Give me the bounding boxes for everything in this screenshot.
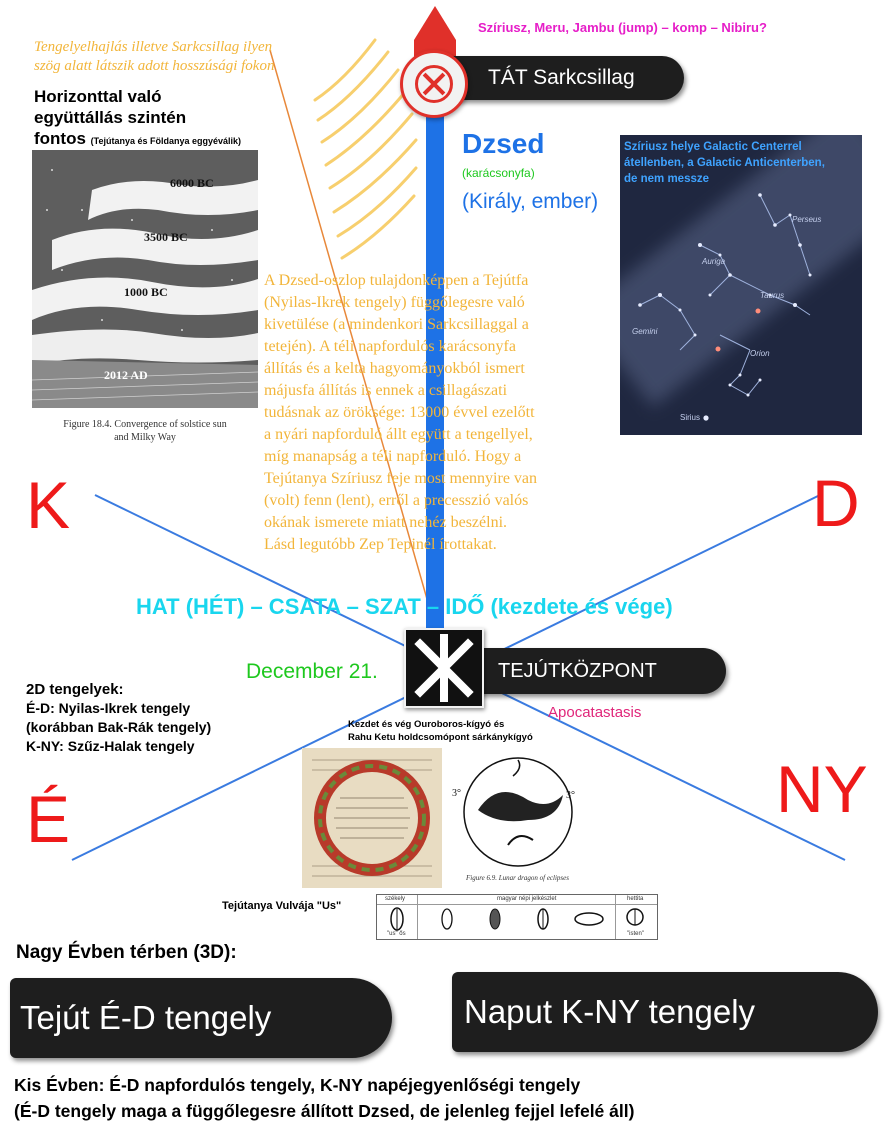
horizontal-note: Horizonttal való együttállás szintén fon… xyxy=(34,86,241,152)
axes-2d-title: 2D tengelyek: xyxy=(26,681,124,698)
main-text-line: (volt) fenn (lent), erről a precesszió v… xyxy=(264,492,529,509)
ouroboros-caption-line1: Kezdet és vég Ouroboros-kígyó és xyxy=(348,719,505,730)
dragon-caption: Figure 6.9. Lunar dragon of eclipses xyxy=(466,874,569,882)
label-2012ad: 2012 AD xyxy=(104,368,148,382)
axes-2d-line2: (korábban Bak-Rák tengely) xyxy=(26,719,212,735)
direction-ny: NY xyxy=(776,752,868,826)
label-6000bc: 6000 BC xyxy=(170,176,214,190)
main-text-line: okának ismerete miatt nehéz beszélni. xyxy=(264,514,508,531)
ray-arcs xyxy=(313,38,418,260)
direction-k: K xyxy=(26,468,71,542)
label-auriga: Auriga xyxy=(702,257,726,266)
label-1000bc: 1000 BC xyxy=(124,285,168,299)
dragon-deg-right: 3° xyxy=(566,790,575,801)
axes-2d: 2D tengelyek: É-D: Nyilas-Ikrek tengely … xyxy=(26,680,211,756)
vulva-col1: székely xyxy=(385,896,406,902)
main-text-line: (Nyilas-Ikrek tengely) függőlegesre való xyxy=(264,294,525,311)
sirius-caption-line2: átellenben, a Galactic Anticenterben, xyxy=(624,157,825,169)
dzsed-title: Dzsed xyxy=(462,128,545,159)
center-label: TEJÚTKÖZPONT xyxy=(498,659,657,682)
axes-2d-line1: É-D: Nyilas-Ikrek tengely xyxy=(26,700,191,716)
label-taurus: Taurus xyxy=(760,291,785,300)
dragon-image: 3° 3° xyxy=(448,750,588,880)
label-orion: Orion xyxy=(750,349,770,358)
vulva-label: Tejútanya Vulvája "Us" xyxy=(222,900,342,912)
center-date: December 21. xyxy=(246,660,378,683)
milkyway-caption: Figure 18.4. Convergence of solstice sun… xyxy=(32,418,258,444)
milkyway-caption-line1: Figure 18.4. Convergence of solstice sun xyxy=(63,419,227,430)
kis-ev-line2: (É-D tengely maga a függőlegesre állítot… xyxy=(14,1101,635,1121)
tilt-note-line1: Tengelyelhajlás illetve Sarkcsillag ilye… xyxy=(34,39,273,55)
center-pill: TEJÚTKÖZPONT xyxy=(460,648,726,694)
dzsed-sub1: (karácsonyfa) xyxy=(462,166,535,180)
sirius-caption-line1: Szíriusz helye Galactic Centerrel xyxy=(624,141,802,153)
apocatastasis: Apocatastasis xyxy=(548,704,642,721)
pill-tejut-label: Tejút É-D tengely xyxy=(20,999,272,1036)
horizontal-line1: Horizonttal való xyxy=(34,87,162,106)
main-text-line: A Dzsed-oszlop tulajdonképpen a Tejútfa xyxy=(264,272,529,289)
ouroboros-image xyxy=(302,748,442,888)
polestar-pill: TÁT Sarkcsillag xyxy=(440,56,684,100)
direction-d: D xyxy=(812,466,860,540)
main-text-line: tetején). A téli napfordulós karácsonyfa xyxy=(264,338,516,355)
nagy-ev: Nagy Évben térben (3D): xyxy=(16,942,237,963)
tilt-note: Tengelyelhajlás illetve Sarkcsillag ilye… xyxy=(34,38,274,76)
milkyway-drawing xyxy=(32,169,258,408)
x-circle-icon xyxy=(400,50,468,118)
asterisk-cross-icon xyxy=(404,628,484,708)
tilt-note-line2: szög alatt látszik adott hosszúsági foko… xyxy=(34,58,275,74)
label-perseus: Perseus xyxy=(792,215,822,224)
main-text: A Dzsed-oszlop tulajdonképpen a Tejútfa (… xyxy=(264,270,537,556)
top-magenta-text: Szíriusz, Meru, Jambu (jump) – komp – Ni… xyxy=(478,20,767,35)
vulva-symbols xyxy=(390,907,644,931)
kis-ev: Kis Évben: É-D napfordulós tengely, K-NY… xyxy=(14,1072,634,1124)
dragon-deg-left: 3° xyxy=(452,788,461,799)
constellation-lines xyxy=(638,193,812,421)
horizontal-small: (Tejútanya és Földanya eggyéválik) xyxy=(90,136,242,146)
polestar-arrow xyxy=(414,6,456,60)
label-3500bc: 3500 BC xyxy=(144,230,188,244)
label-gemini: Gemini xyxy=(632,327,658,336)
vulva-cell1: "us" ős xyxy=(387,931,406,937)
dzsed-sub2: (Király, ember) xyxy=(462,190,599,213)
sirius-caption-line3: de nem messze xyxy=(624,173,710,185)
kis-ev-line1: Kis Évben: É-D napfordulós tengely, K-NY… xyxy=(14,1075,581,1095)
ouroboros-caption-line2: Rahu Ketu holdcsomópont sárkánykígyó xyxy=(348,732,533,743)
vulva-col2: magyar népi jelkészlet xyxy=(497,896,557,902)
tilt-line xyxy=(269,49,444,656)
direction-e: É xyxy=(26,782,71,856)
axes-2d-line3: K-NY: Szűz-Halak tengely xyxy=(26,738,195,754)
sirius-caption: Szíriusz helye Galactic Centerrel átelle… xyxy=(624,139,825,187)
main-text-line: tudásnak az öröksége: 13000 évvel ezelőt… xyxy=(264,404,535,421)
ouroboros-caption: Kezdet és vég Ouroboros-kígyó és Rahu Ke… xyxy=(348,718,533,744)
main-text-line: Tejútanya Szíriusz feje most mennyire va… xyxy=(264,470,538,487)
dzsed-pillar xyxy=(426,95,444,640)
pill-tejut: Tejút É-D tengely xyxy=(10,978,392,1058)
vulva-col3: hettita xyxy=(627,896,644,902)
main-text-line: Lásd legutóbb Zep Tepinél írottakat. xyxy=(264,536,497,553)
milkyway-caption-line2: and Milky Way xyxy=(114,432,176,443)
horizontal-line3: fontos xyxy=(34,129,86,148)
polestar-label: TÁT Sarkcsillag xyxy=(488,66,635,89)
pill-naput-label: Naput K-NY tengely xyxy=(464,993,756,1030)
label-sirius: Sirius xyxy=(680,413,701,422)
milkyway-figure: 6000 BC 3500 BC 1000 BC 2012 AD xyxy=(32,150,258,408)
vulva-table: székely magyar népi jelkészlet hettita "… xyxy=(376,894,658,940)
vulva-cell-last: "isten" xyxy=(627,931,644,937)
main-text-line: májusfa állítás is ennek a csillagászati xyxy=(264,382,508,399)
star-chart: Szíriusz helye Galactic Centerrel átelle… xyxy=(620,135,862,435)
main-text-line: a nyári napforduló állt együtt a tengell… xyxy=(264,426,533,443)
horizontal-line2: együttállás szintén xyxy=(34,108,187,127)
hat-line: HAT (HÉT) – CSATA – SZAT – IDŐ (kezdete … xyxy=(136,594,673,619)
main-text-line: kivetülése (a mindenkori Sarkcsillaggal … xyxy=(264,316,529,333)
main-text-line: míg manapság a téli napforduló. Hogy a xyxy=(264,448,522,465)
main-text-line: állítás és a kelta hagyományokból ismert xyxy=(264,360,525,377)
pill-naput: Naput K-NY tengely xyxy=(452,972,878,1052)
